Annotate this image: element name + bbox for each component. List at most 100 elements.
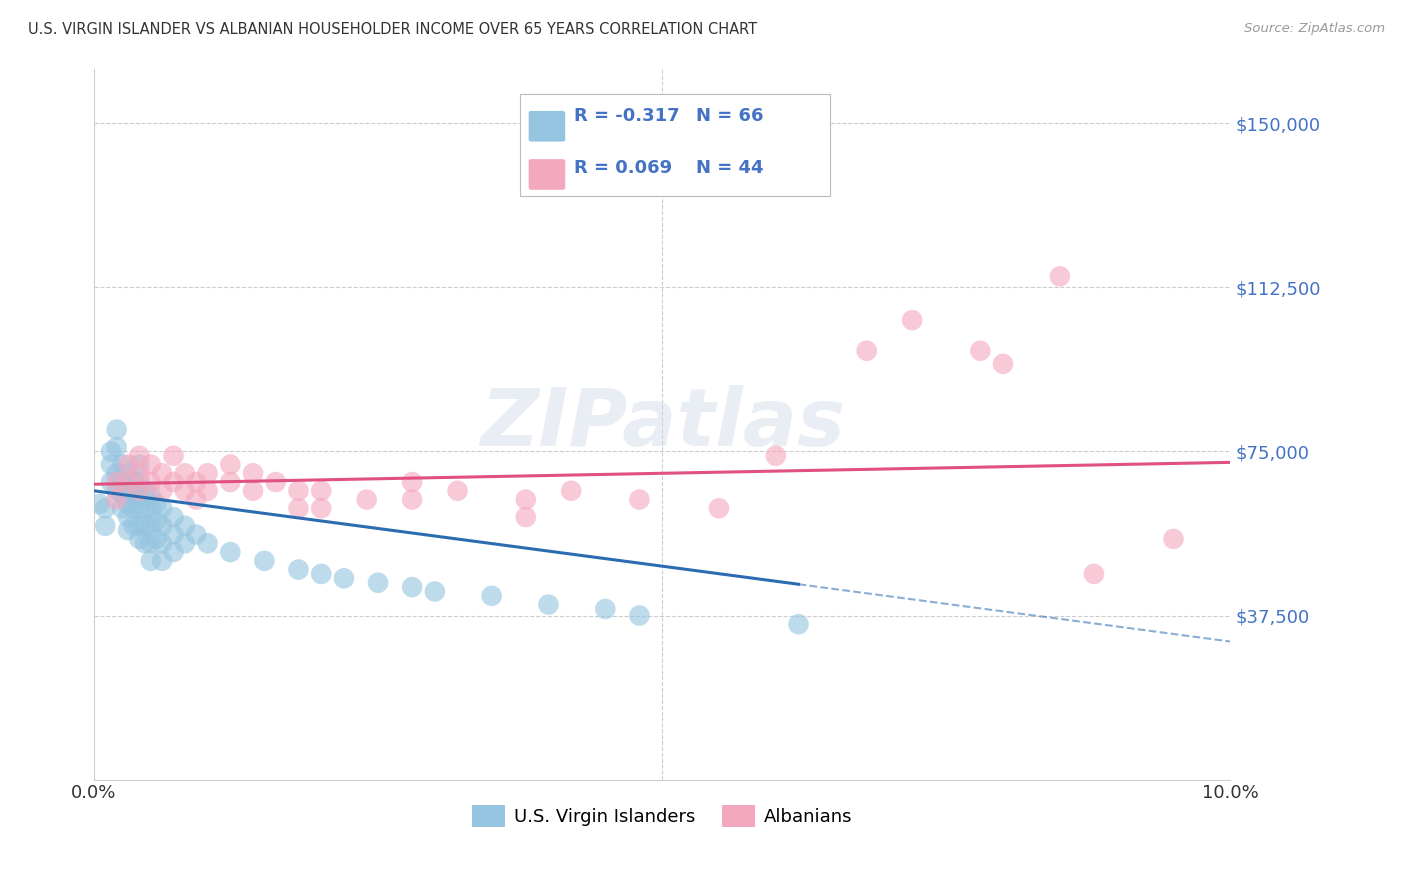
Point: [122, 501, 145, 516]
Point: [1163, 532, 1185, 546]
Point: [145, 497, 167, 511]
Point: [128, 501, 150, 516]
Point: [150, 501, 173, 516]
Point: [122, 475, 145, 489]
Point: [481, 589, 503, 603]
Point: [595, 602, 617, 616]
Point: [197, 483, 219, 498]
Point: [560, 483, 582, 498]
Point: [446, 483, 468, 498]
Point: [287, 483, 309, 498]
Point: [242, 467, 264, 481]
Point: [105, 423, 128, 437]
Point: [111, 475, 134, 489]
Text: N = 44: N = 44: [696, 159, 763, 177]
Point: [309, 566, 332, 581]
Point: [173, 536, 195, 550]
Point: [100, 475, 122, 489]
Text: U.S. VIRGIN ISLANDER VS ALBANIAN HOUSEHOLDER INCOME OVER 65 YEARS CORRELATION CH: U.S. VIRGIN ISLANDER VS ALBANIAN HOUSEHO…: [28, 22, 758, 37]
Point: [707, 501, 730, 516]
Point: [134, 483, 156, 498]
Text: R = 0.069: R = 0.069: [574, 159, 672, 177]
Point: [94, 518, 117, 533]
Legend: U.S. Virgin Islanders, Albanians: U.S. Virgin Islanders, Albanians: [465, 798, 859, 835]
Point: [219, 458, 242, 472]
Point: [264, 475, 287, 489]
Point: [105, 492, 128, 507]
Point: [855, 343, 877, 358]
Point: [122, 518, 145, 533]
Point: [128, 467, 150, 481]
Point: [150, 518, 173, 533]
Point: [219, 545, 242, 559]
Point: [128, 449, 150, 463]
Point: [186, 475, 208, 489]
Point: [94, 501, 117, 516]
Point: [139, 554, 162, 568]
Point: [162, 545, 184, 559]
Point: [134, 501, 156, 516]
Point: [150, 467, 173, 481]
Point: [139, 536, 162, 550]
Point: [367, 575, 389, 590]
Point: [173, 467, 195, 481]
Point: [128, 475, 150, 489]
Point: [242, 483, 264, 498]
Point: [162, 510, 184, 524]
Point: [117, 475, 139, 489]
Point: [162, 527, 184, 541]
Point: [1049, 269, 1071, 284]
Point: [173, 483, 195, 498]
Point: [128, 458, 150, 472]
Point: [139, 488, 162, 502]
Point: [401, 492, 423, 507]
Point: [117, 523, 139, 537]
Point: [100, 458, 122, 472]
Point: [134, 518, 156, 533]
Text: Source: ZipAtlas.com: Source: ZipAtlas.com: [1244, 22, 1385, 36]
Point: [128, 483, 150, 498]
Point: [111, 488, 134, 502]
Point: [309, 483, 332, 498]
Point: [515, 510, 537, 524]
Point: [105, 467, 128, 481]
Point: [117, 483, 139, 498]
Point: [105, 475, 128, 489]
Point: [117, 497, 139, 511]
Point: [356, 492, 378, 507]
Point: [145, 532, 167, 546]
Point: [628, 608, 651, 623]
Point: [139, 518, 162, 533]
Point: [100, 444, 122, 458]
Point: [197, 467, 219, 481]
Point: [219, 475, 242, 489]
Point: [162, 449, 184, 463]
Point: [150, 536, 173, 550]
Point: [111, 458, 134, 472]
Point: [139, 501, 162, 516]
Point: [105, 483, 128, 498]
Point: [186, 492, 208, 507]
Point: [333, 571, 356, 585]
Point: [117, 458, 139, 472]
Point: [991, 357, 1014, 371]
Point: [150, 483, 173, 498]
Point: [1083, 566, 1105, 581]
Point: [162, 475, 184, 489]
Point: [173, 518, 195, 533]
Text: ZIPatlas: ZIPatlas: [479, 385, 845, 463]
Point: [197, 536, 219, 550]
Point: [901, 313, 924, 327]
Point: [105, 440, 128, 454]
Point: [537, 598, 560, 612]
Point: [117, 510, 139, 524]
Text: N = 66: N = 66: [696, 107, 763, 125]
Point: [253, 554, 276, 568]
Point: [139, 458, 162, 472]
Point: [765, 449, 787, 463]
Point: [128, 532, 150, 546]
Point: [139, 475, 162, 489]
Point: [401, 580, 423, 594]
Point: [423, 584, 446, 599]
Point: [787, 617, 810, 632]
